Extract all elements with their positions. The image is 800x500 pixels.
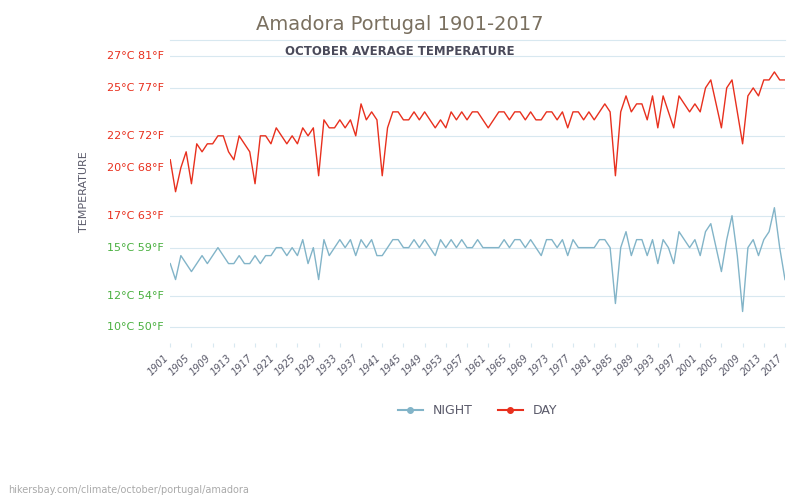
Text: 17°C 63°F: 17°C 63°F bbox=[107, 210, 164, 220]
Legend: NIGHT, DAY: NIGHT, DAY bbox=[393, 399, 562, 422]
Text: 10°C 50°F: 10°C 50°F bbox=[107, 322, 164, 332]
Text: 22°C 72°F: 22°C 72°F bbox=[107, 131, 164, 141]
Text: hikersbay.com/climate/october/portugal/amadora: hikersbay.com/climate/october/portugal/a… bbox=[8, 485, 249, 495]
Text: 12°C 54°F: 12°C 54°F bbox=[107, 290, 164, 300]
Text: 15°C 59°F: 15°C 59°F bbox=[107, 242, 164, 252]
Y-axis label: TEMPERATURE: TEMPERATURE bbox=[79, 152, 89, 232]
Text: OCTOBER AVERAGE TEMPERATURE: OCTOBER AVERAGE TEMPERATURE bbox=[286, 45, 514, 58]
Text: Amadora Portugal 1901-2017: Amadora Portugal 1901-2017 bbox=[256, 15, 544, 34]
Text: 25°C 77°F: 25°C 77°F bbox=[107, 83, 164, 93]
Text: 20°C 68°F: 20°C 68°F bbox=[107, 163, 164, 173]
Text: 27°C 81°F: 27°C 81°F bbox=[107, 51, 164, 61]
